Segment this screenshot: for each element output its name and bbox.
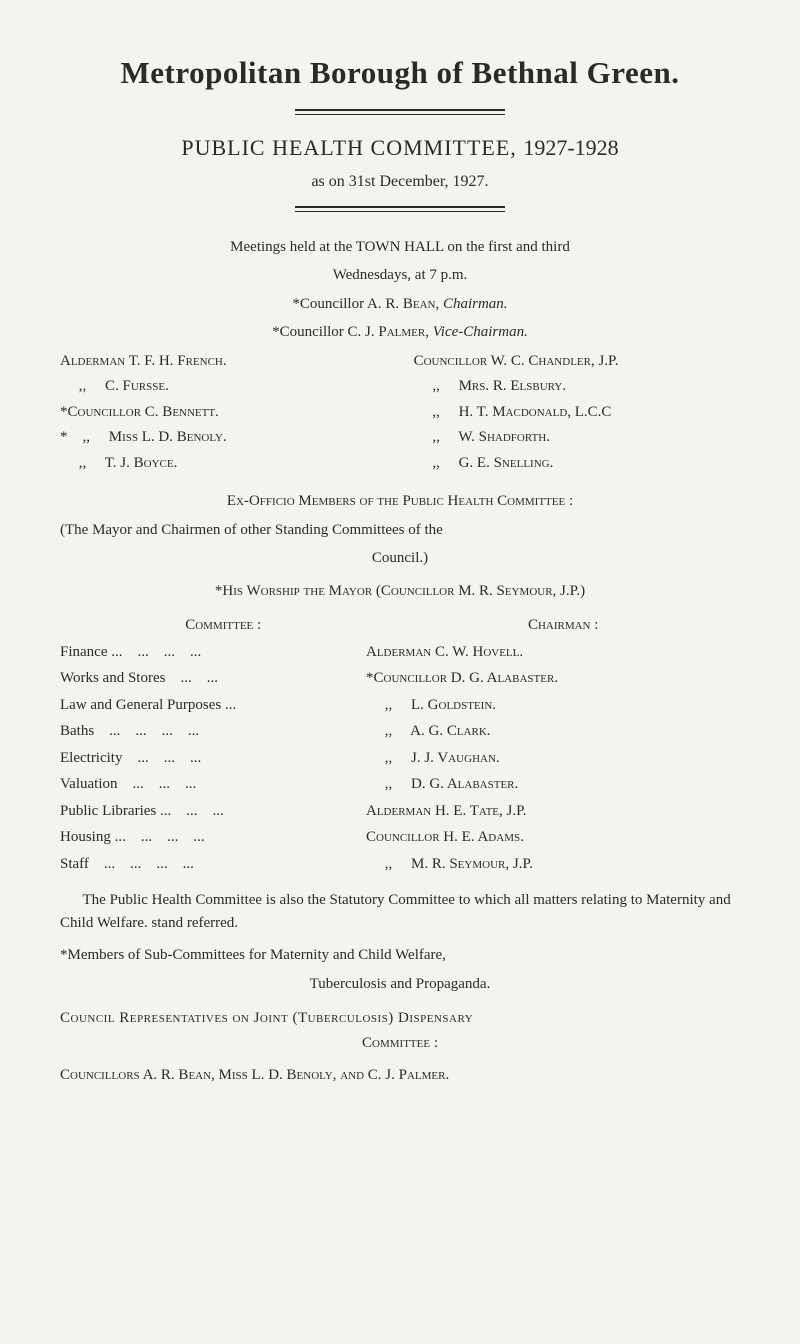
exofficio-para-2: Council.): [60, 547, 740, 570]
committee-row-4: Electricity ... ... ... ,, J. J. Vaughan…: [60, 747, 740, 770]
title-rule: [295, 109, 505, 115]
committee-left-3: Baths ... ... ... ...: [60, 720, 366, 743]
members-row-2: *Councillor C. Bennett. ,, H. T. Macdona…: [60, 401, 740, 424]
member-right-4: ,, G. E. Snelling.: [414, 452, 740, 475]
committee-row-7: Housing ... ... ... ... Councillor H. E.…: [60, 826, 740, 849]
subtitle: PUBLIC HEALTH COMMITTEE, 1927-1928: [60, 131, 740, 164]
committee-right-7: Councillor H. E. Adams.: [366, 826, 740, 849]
member-left-2: *Councillor C. Bennett.: [60, 401, 414, 424]
council-rep-line-2: Committee :: [60, 1032, 740, 1055]
footer-line: Councillors A. R. Bean, Miss L. D. Benol…: [60, 1064, 740, 1087]
committee-left-5: Valuation ... ... ...: [60, 773, 366, 796]
member-left-1: ,, C. Fursse.: [60, 375, 414, 398]
committee-row-3: Baths ... ... ... ... ,, A. G. Clark.: [60, 720, 740, 743]
vicechair-prefix: *Councillor C. J.: [272, 324, 378, 340]
chairman-heading: Chairman :: [386, 614, 740, 637]
committee-right-6: Alderman H. E. Tate, J.P.: [366, 800, 740, 823]
committee-row-2: Law and General Purposes ... ,, L. Golds…: [60, 694, 740, 717]
committee-right-5: ,, D. G. Alabaster.: [366, 773, 740, 796]
committee-right-8: ,, M. R. Seymour, J.P.: [366, 853, 740, 876]
subtitle-main: PUBLIC HEALTH COMMITTEE,: [181, 135, 516, 160]
date-rule: [295, 206, 505, 212]
member-right-1: ,, Mrs. R. Elsbury.: [414, 375, 740, 398]
member-left-4: ,, T. J. Boyce.: [60, 452, 414, 475]
members-row-4: ,, T. J. Boyce. ,, G. E. Snelling.: [60, 452, 740, 475]
committee-left-6: Public Libraries ... ... ...: [60, 800, 366, 823]
chairman-role: Chairman.: [439, 296, 507, 312]
members-note-2: Tuberculosis and Propaganda.: [60, 973, 740, 996]
member-right-3: ,, W. Shadforth.: [414, 426, 740, 449]
committee-left-2: Law and General Purposes ...: [60, 694, 366, 717]
committee-left-7: Housing ... ... ... ...: [60, 826, 366, 849]
committee-left-0: Finance ... ... ... ...: [60, 641, 366, 664]
committee-right-1: *Councillor D. G. Alabaster.: [366, 667, 740, 690]
committee-left-4: Electricity ... ... ...: [60, 747, 366, 770]
council-rep-text-1: Council Representatives on Joint (Tuberc…: [60, 1010, 473, 1026]
subtitle-years: 1927-1928: [523, 135, 618, 160]
council-rep-line-1: Council Representatives on Joint (Tuberc…: [60, 1007, 740, 1030]
main-title: Metropolitan Borough of Bethnal Green.: [60, 50, 740, 97]
worship-line: *His Worship the Mayor (Councillor M. R.…: [60, 580, 740, 603]
committee-right-3: ,, A. G. Clark.: [366, 720, 740, 743]
committee-row-8: Staff ... ... ... ... ,, M. R. Seymour, …: [60, 853, 740, 876]
committee-header: Committee : Chairman :: [60, 614, 740, 637]
exofficio-label: Ex-Officio Members of the Public Health …: [60, 490, 740, 513]
committee-row-5: Valuation ... ... ... ,, D. G. Alabaster…: [60, 773, 740, 796]
meetings-line-2: Wednesdays, at 7 p.m.: [60, 264, 740, 287]
chairman-prefix: *Councillor A. R.: [292, 296, 402, 312]
committee-row-0: Finance ... ... ... ... Alderman C. W. H…: [60, 641, 740, 664]
committee-row-6: Public Libraries ... ... ... Alderman H.…: [60, 800, 740, 823]
meetings-line-1: Meetings held at the TOWN HALL on the fi…: [60, 236, 740, 259]
member-right-2: ,, H. T. Macdonald, L.C.C: [414, 401, 740, 424]
member-left-3: * ,, Miss L. D. Benoly.: [60, 426, 414, 449]
committee-row-1: Works and Stores ... ... *Councillor D. …: [60, 667, 740, 690]
vicechair-line: *Councillor C. J. Palmer, Vice-Chairman.: [60, 321, 740, 344]
chairman-line: *Councillor A. R. Bean, Chairman.: [60, 293, 740, 316]
committee-right-2: ,, L. Goldstein.: [366, 694, 740, 717]
members-row-3: * ,, Miss L. D. Benoly. ,, W. Shadforth.: [60, 426, 740, 449]
member-right-0: Councillor W. C. Chandler, J.P.: [414, 350, 740, 373]
vicechair-name: Palmer,: [378, 324, 429, 340]
committee-right-0: Alderman C. W. Hovell.: [366, 641, 740, 664]
member-left-0: Alderman T. F. H. French.: [60, 350, 414, 373]
committee-left-8: Staff ... ... ... ...: [60, 853, 366, 876]
public-health-para: The Public Health Committee is also the …: [60, 889, 740, 934]
committee-right-4: ,, J. J. Vaughan.: [366, 747, 740, 770]
committee-left-1: Works and Stores ... ...: [60, 667, 366, 690]
date-line: as on 31st December, 1927.: [60, 170, 740, 194]
chairman-name: Bean,: [403, 296, 439, 312]
members-row-0: Alderman T. F. H. French. Councillor W. …: [60, 350, 740, 373]
committee-heading: Committee :: [60, 614, 386, 637]
exofficio-para-1: (The Mayor and Chairmen of other Standin…: [60, 519, 740, 542]
vicechair-role: Vice-Chairman.: [429, 324, 528, 340]
members-row-1: ,, C. Fursse. ,, Mrs. R. Elsbury.: [60, 375, 740, 398]
members-note-1: *Members of Sub-Committees for Maternity…: [60, 944, 740, 967]
